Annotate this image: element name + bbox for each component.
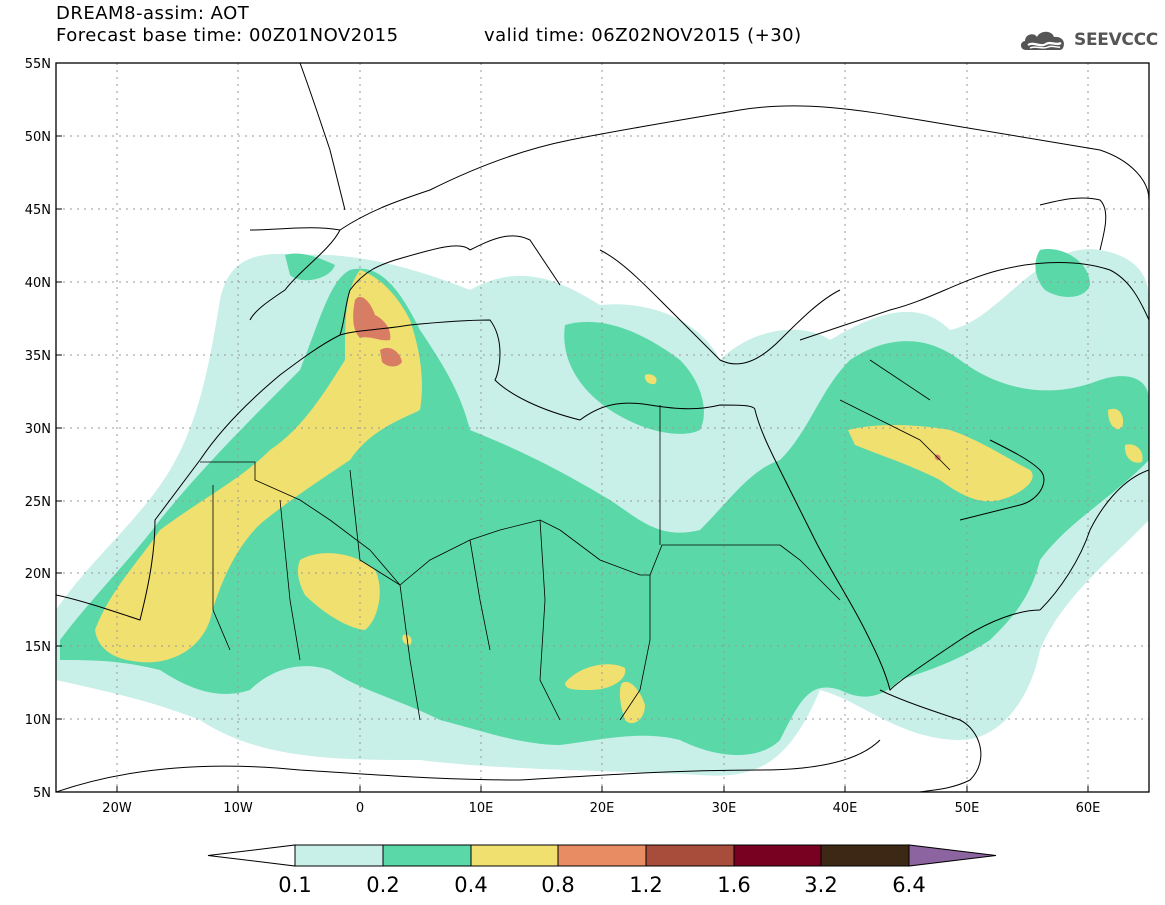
colorbar-label: 1.2 — [629, 873, 662, 897]
forecast-base-time: Forecast base time: 00Z01NOV2015 — [56, 25, 399, 46]
colorbar-high-arrow — [908, 844, 997, 867]
colorbar-labels: 0.1 0.2 0.4 0.8 1.2 1.6 3.2 6.4 — [278, 873, 925, 897]
lon-labels: 20W 10W 0 10E 20E 30E 40E 50E 60E — [102, 801, 1100, 816]
colorbar — [207, 844, 997, 867]
colorbar-label: 0.8 — [541, 873, 574, 897]
graticule — [56, 63, 1149, 792]
valid-time: valid time: 06Z02NOV2015 (+30) — [484, 25, 802, 46]
logo-text: SEEVCCC — [1074, 30, 1158, 50]
colorbar-low-arrow — [207, 844, 296, 867]
lat-label: 40N — [25, 276, 51, 291]
lat-label: 55N — [25, 57, 51, 72]
lon-label: 50E — [955, 801, 980, 816]
seevccc-logo: SEEVCCC — [1018, 26, 1158, 54]
lon-label: 20E — [590, 801, 615, 816]
lon-label: 20W — [102, 801, 132, 816]
lon-label: 10W — [223, 801, 253, 816]
lat-label: 50N — [25, 130, 51, 145]
lat-label: 20N — [25, 567, 51, 582]
lat-label: 30N — [25, 422, 51, 437]
aot-band-0-8 — [353, 296, 941, 461]
lat-label: 25N — [25, 495, 51, 510]
colorbar-swatch-0 — [294, 844, 384, 867]
lon-label: 60E — [1076, 801, 1101, 816]
lat-label: 10N — [25, 713, 51, 728]
country-borders — [200, 359, 951, 721]
colorbar-label: 1.6 — [717, 873, 750, 897]
aot-band-0-4 — [95, 270, 1143, 724]
lon-label: 30E — [712, 801, 737, 816]
lat-label: 35N — [25, 349, 51, 364]
colorbar-label: 3.2 — [804, 873, 837, 897]
colorbar-swatch-3 — [557, 844, 647, 867]
aot-field — [56, 249, 1149, 776]
colorbar-swatch-4 — [645, 844, 735, 867]
colorbar-label: 0.4 — [454, 873, 487, 897]
cloud-icon — [1020, 31, 1064, 50]
chart-title: DREAM8-assim: AOT — [56, 3, 250, 24]
lat-label: 45N — [25, 203, 51, 218]
lon-label: 10E — [469, 801, 494, 816]
colorbar-label: 0.2 — [366, 873, 399, 897]
colorbar-swatch-2 — [470, 844, 559, 867]
axis-ticks — [56, 135, 1089, 792]
colorbar-swatch-5 — [733, 844, 822, 867]
colorbar-swatch-6 — [820, 844, 910, 867]
coastlines — [56, 63, 1149, 792]
colorbar-label: 0.1 — [278, 873, 311, 897]
lon-label: 40E — [833, 801, 858, 816]
lat-label: 5N — [33, 786, 51, 801]
lat-labels: 55N 50N 45N 40N 35N 30N 25N 20N 15N 10N … — [25, 57, 51, 801]
colorbar-swatch-1 — [382, 844, 472, 867]
lat-label: 15N — [25, 640, 51, 655]
lon-label: 0 — [356, 801, 364, 816]
colorbar-label: 6.4 — [892, 873, 925, 897]
